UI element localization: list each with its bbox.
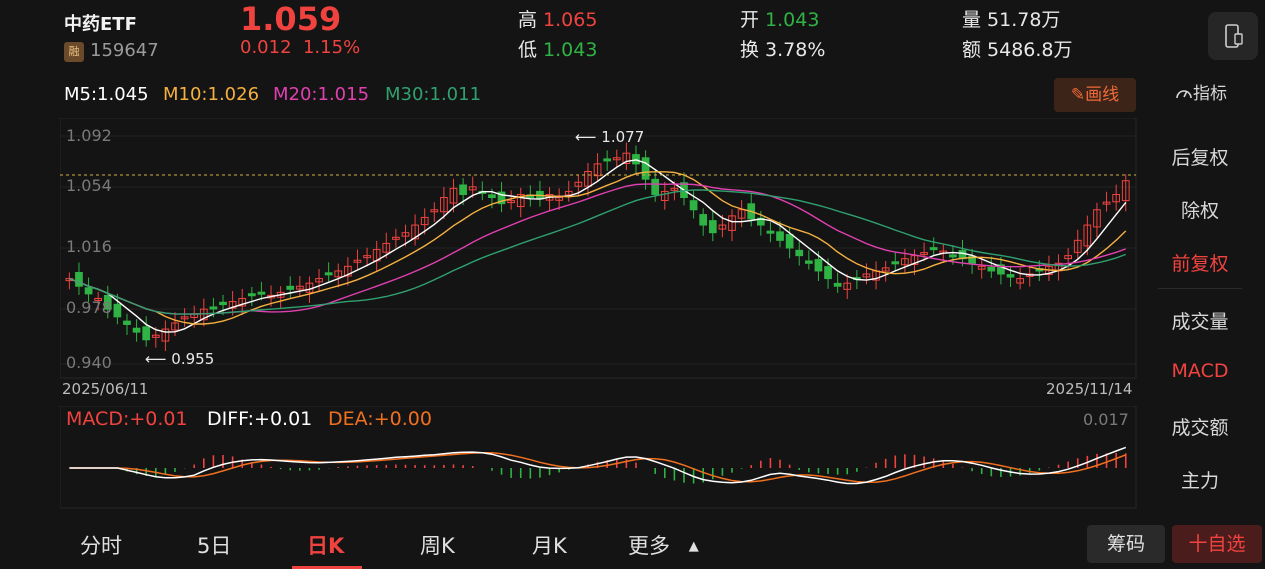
y-tick-1: 1.092: [66, 126, 112, 145]
tab-intraday[interactable]: 分时: [80, 530, 122, 560]
low-marker-value: 0.955: [171, 350, 214, 368]
divider: [1158, 288, 1242, 289]
phone-rotate-icon: [1223, 24, 1243, 48]
tab-more-label: 更多: [628, 534, 670, 558]
indicator-label: 指标: [1193, 84, 1227, 104]
y-tick-5: 0.940: [66, 353, 112, 372]
open-stat: 开 1.043: [740, 5, 819, 32]
amount-stat: 额 5486.8万: [962, 35, 1073, 62]
y-tick-2: 1.054: [66, 176, 112, 195]
macd-chart[interactable]: [60, 406, 1138, 510]
turnover-stat: 换 3.78%: [740, 35, 825, 62]
end-date: 2025/11/14: [1046, 380, 1132, 398]
last-price: 1.059: [240, 0, 341, 38]
tab-daily-k[interactable]: 日K: [307, 530, 344, 560]
high-stat: 高 1.065: [518, 5, 597, 32]
amount-label: 额: [962, 39, 981, 61]
amount-value: 5486.8万: [987, 39, 1072, 61]
low-marker: ⟵ 0.955: [145, 350, 214, 368]
security-name: 中药ETF: [64, 10, 137, 36]
ma-lines: [69, 160, 1125, 332]
low-value: 1.043: [543, 39, 597, 61]
turnover-label: 换: [740, 39, 759, 61]
start-date: 2025/06/11: [62, 380, 148, 398]
high-marker-value: 1.077: [601, 128, 644, 146]
change-percent: 1.15%: [303, 37, 360, 58]
post-adjusted-option[interactable]: 后复权: [1150, 143, 1250, 170]
period-tab-bar: 分时 5日 日K 周K 月K 更多 ▲ 筹码 十自选: [0, 518, 1265, 569]
landscape-toggle-button[interactable]: [1208, 12, 1258, 60]
right-panel: 后复权 除权 前复权 成交量 MACD 成交额 主力: [1150, 118, 1250, 518]
arrow-left-icon: ⟵: [145, 350, 167, 368]
margin-tag: 融: [64, 42, 84, 62]
volume-value: 51.78万: [987, 9, 1060, 31]
pre-adjusted-option[interactable]: 前复权: [1150, 249, 1250, 276]
macd-bars: [69, 453, 1125, 484]
security-code: 159647: [90, 40, 159, 61]
main-force-option[interactable]: 主力: [1150, 466, 1250, 493]
ma30-legend: M30:1.011: [385, 84, 481, 105]
ma5-legend: M5:1.045: [64, 84, 149, 105]
tab-more[interactable]: 更多 ▲: [628, 530, 699, 560]
tab-weekly-k[interactable]: 周K: [420, 530, 455, 560]
quote-header: 中药ETF 融 159647 1.059 0.012 1.15% 高 1.065 …: [0, 0, 1265, 72]
volume-stat: 量 51.78万: [962, 5, 1060, 32]
low-stat: 低 1.043: [518, 35, 597, 62]
indicator-button[interactable]: 指标: [1175, 79, 1227, 104]
high-value: 1.065: [543, 9, 597, 31]
add-watchlist-button[interactable]: 十自选: [1172, 525, 1262, 563]
tab-monthly-k[interactable]: 月K: [532, 530, 567, 560]
ma20-legend: M20:1.015: [273, 84, 369, 105]
ma10-legend: M10:1.026: [163, 84, 259, 105]
amount-indicator-option[interactable]: 成交额: [1150, 413, 1250, 440]
draw-line-button[interactable]: ✎画线: [1054, 78, 1136, 112]
pencil-icon: ✎: [1071, 85, 1085, 105]
open-label: 开: [740, 9, 759, 31]
arrow-left-icon: ⟵: [575, 128, 597, 146]
macd-indicator-option[interactable]: MACD: [1150, 360, 1250, 382]
open-value: 1.043: [765, 9, 819, 31]
gauge-icon: [1175, 85, 1193, 101]
price-change: 0.012 1.15%: [240, 37, 360, 58]
high-label: 高: [518, 9, 537, 31]
chips-button[interactable]: 筹码: [1087, 525, 1165, 563]
caret-up-icon: ▲: [689, 539, 699, 554]
tab-5day[interactable]: 5日: [197, 530, 231, 560]
ex-rights-option[interactable]: 除权: [1150, 196, 1250, 223]
y-tick-3: 1.016: [66, 237, 112, 256]
volume-indicator-option[interactable]: 成交量: [1150, 307, 1250, 334]
y-tick-4: 0.978: [66, 298, 112, 317]
volume-label: 量: [962, 9, 981, 31]
high-marker: ⟵ 1.077: [575, 128, 644, 146]
candlestick-chart[interactable]: [60, 118, 1138, 400]
low-label: 低: [518, 39, 537, 61]
turnover-value: 3.78%: [765, 39, 825, 61]
change-value: 0.012: [240, 37, 292, 58]
draw-line-label: 画线: [1085, 85, 1119, 105]
